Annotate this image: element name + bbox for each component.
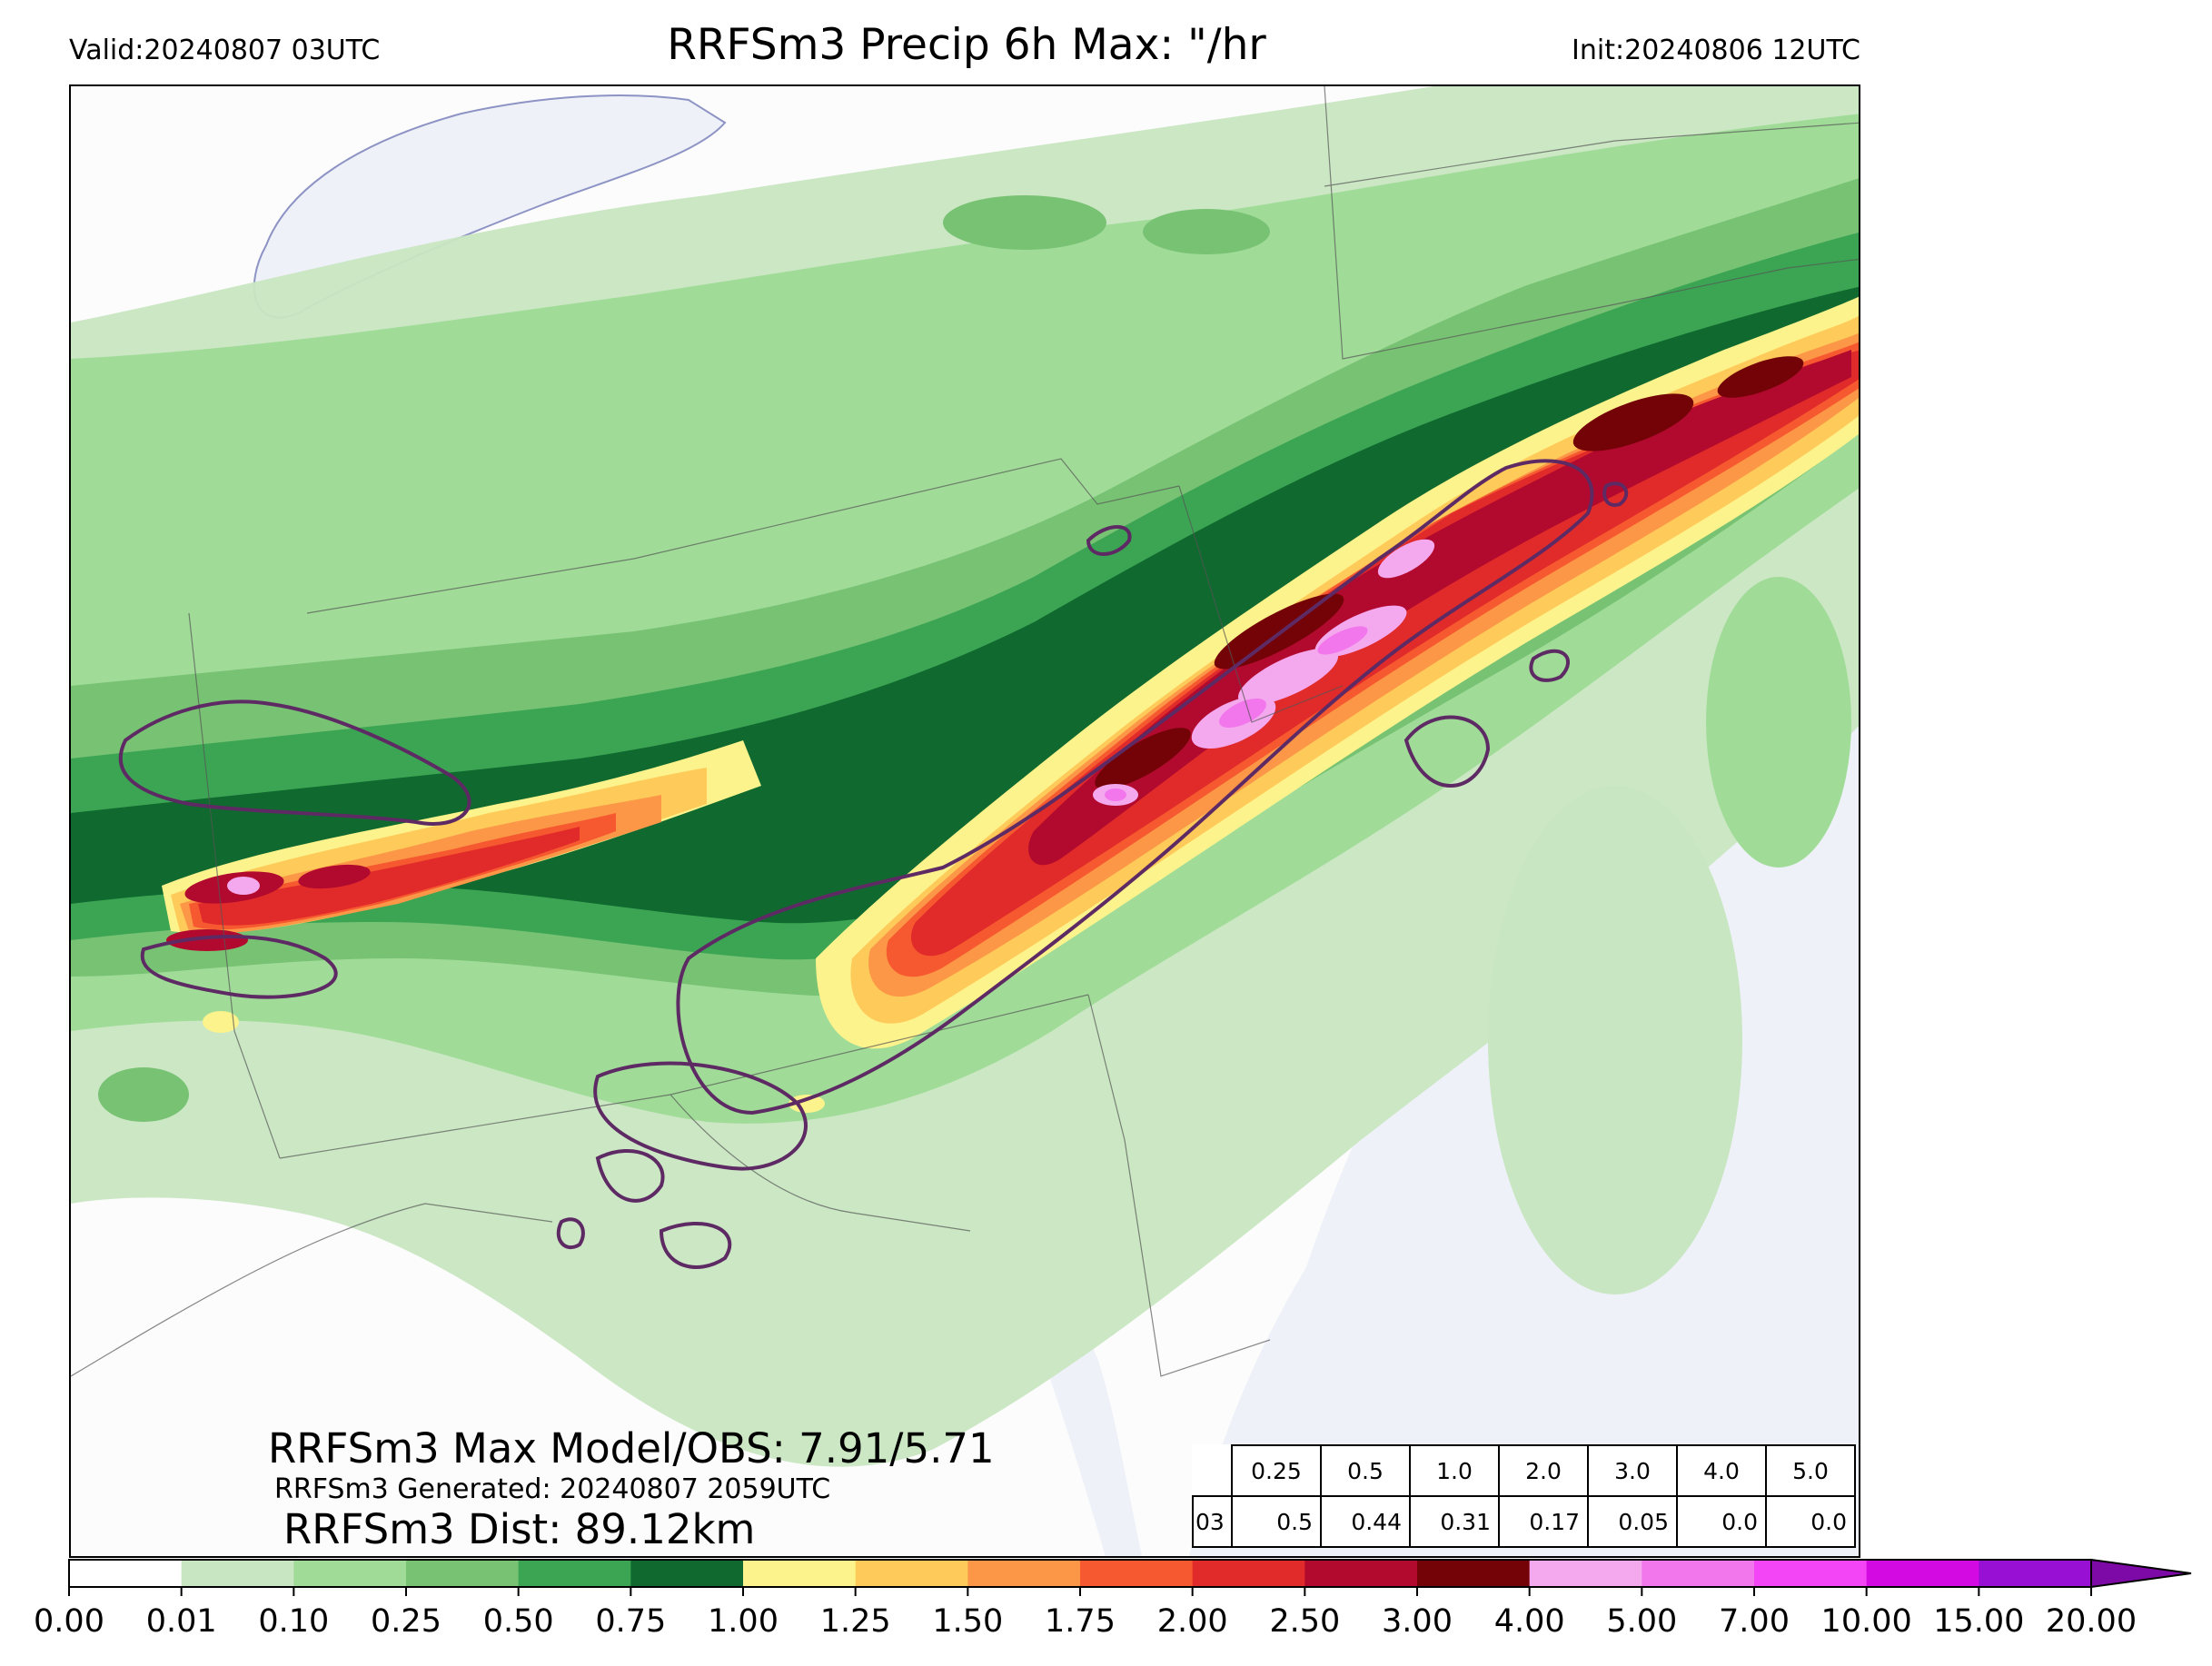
state-boundaries: [71, 86, 1859, 1377]
colorbar-bin: [1979, 1560, 2092, 1587]
colorbar-bin: [1866, 1560, 1979, 1587]
observed-contours: [118, 459, 1629, 1269]
colorbar-extend-arrow: [2090, 1558, 2192, 1589]
colorbar-tick-label: 0.10: [258, 1603, 330, 1640]
colorbar: [68, 1558, 2192, 1596]
obs-contour-south-1: [593, 1061, 808, 1171]
threshold-value-cell: 0.17: [1498, 1495, 1589, 1548]
colorbar-bin: [1529, 1560, 1642, 1587]
colorbar-tick-label: 10.00: [1820, 1603, 1912, 1640]
colorbar-tick-label: 20.00: [2045, 1603, 2138, 1640]
colorbar-bin: [1417, 1560, 1531, 1587]
pa-west-boundary: [188, 612, 281, 1159]
colorbar-tick-label: 1.50: [932, 1603, 1004, 1640]
threshold-row-label: 03: [1192, 1495, 1233, 1548]
threshold-value-cell: 0.44: [1320, 1495, 1411, 1548]
colorbar-bin: [1080, 1560, 1194, 1587]
colorbar-bin: [1192, 1560, 1305, 1587]
obs-contour-east-2: [1529, 649, 1570, 682]
obs-contour-west-lower: [140, 935, 338, 999]
colorbar-bin: [518, 1560, 631, 1587]
colorbar-bin: [69, 1560, 183, 1587]
threshold-value-cell: 0.0: [1676, 1495, 1767, 1548]
threshold-header-cell: 4.0: [1676, 1444, 1767, 1497]
colorbar-tick-label: 4.00: [1493, 1603, 1565, 1640]
threshold-header-cell: 3.0: [1587, 1444, 1678, 1497]
precip-3.00: [1095, 356, 1804, 789]
threshold-header-row: 0.25 0.5 1.0 2.0 3.0 4.0 5.0: [1193, 1444, 1856, 1497]
colorbar-tick-label: 0.00: [34, 1603, 104, 1640]
new-england-boundary: [1324, 86, 1859, 360]
colorbar-bin: [743, 1560, 857, 1587]
colorbar-tick-label: 7.00: [1719, 1603, 1790, 1640]
obs-contour-south-3: [659, 1222, 732, 1269]
colorbar-bin: [1754, 1560, 1868, 1587]
precip-5.00: [1105, 626, 1368, 801]
colorbar-bin: [967, 1560, 1081, 1587]
colorbar-tick-label: 0.50: [482, 1603, 554, 1640]
threshold-value-cell: 0.31: [1409, 1495, 1500, 1548]
distance-label: RRFSm3 Dist: 89.12km: [283, 1505, 756, 1553]
colorbar-tick-label: 1.75: [1045, 1603, 1116, 1640]
colorbar-bin: [293, 1560, 407, 1587]
generated-time-label: RRFSm3 Generated: 20240807 2059UTC: [274, 1473, 831, 1505]
colorbar-bin: [181, 1560, 294, 1587]
colorbar-tick-label: 5.00: [1606, 1603, 1678, 1640]
colorbar-bin: [1642, 1560, 1755, 1587]
colorbar-tick-label: 1.25: [819, 1603, 891, 1640]
threshold-value-cell: 0.0: [1765, 1495, 1856, 1548]
obs-contour-south-2: [595, 1149, 665, 1203]
colorbar-tick-label: 0.01: [145, 1603, 217, 1640]
threshold-table: 0.25 0.5 1.0 2.0 3.0 4.0 5.0 03 0.5 0.44…: [1192, 1444, 1856, 1548]
obs-contour-south-4: [556, 1217, 585, 1250]
threshold-header-cell: 0.5: [1320, 1444, 1411, 1497]
obs-contour-west: [118, 699, 471, 826]
figure-title: RRFSm3 Precip 6h Max: "/hr: [667, 20, 1266, 70]
ny-nj-boundary: [1178, 485, 1344, 723]
precip-map: [69, 84, 1860, 1558]
colorbar-tick-label: 0.75: [595, 1603, 667, 1640]
colorbar-tick-label: 2.00: [1156, 1603, 1228, 1640]
colorbar-bin: [406, 1560, 520, 1587]
colorbar-bin: [855, 1560, 968, 1587]
valid-time-label: Valid:20240807 03UTC: [69, 35, 381, 66]
vt-nh-boundary: [1324, 122, 1859, 187]
obs-contour-east-3: [1602, 481, 1629, 507]
threshold-value-row: 03 0.5 0.44 0.31 0.17 0.05 0.0 0.0: [1192, 1495, 1856, 1548]
de-boundary: [1087, 994, 1271, 1377]
threshold-header-cell: 1.0: [1409, 1444, 1500, 1497]
threshold-value-cell: 0.05: [1587, 1495, 1678, 1548]
colorbar-tick-label: 2.50: [1269, 1603, 1341, 1640]
md-wv-boundary: [670, 1094, 971, 1232]
precip-0.75: [71, 286, 1859, 924]
threshold-header-cell: 5.0: [1765, 1444, 1856, 1497]
colorbar-tick-label: 1.00: [708, 1603, 779, 1640]
table-corner: [1193, 1445, 1232, 1496]
colorbar-tick-label: 15.00: [1933, 1603, 2025, 1640]
init-time-label: Init:20240806 12UTC: [1572, 35, 1860, 66]
colorbar-bin: [630, 1560, 744, 1587]
obs-contour-main: [676, 459, 1594, 1116]
colorbar-tick-label: 0.25: [371, 1603, 441, 1640]
obs-contour-east-1: [1404, 715, 1491, 788]
pa-north-boundary: [306, 458, 1180, 614]
map-canvas: [71, 86, 1859, 1556]
threshold-value-cell: 0.5: [1231, 1495, 1322, 1548]
obs-contour-north: [1086, 525, 1132, 556]
va-boundary: [71, 1203, 553, 1377]
threshold-header-cell: 0.25: [1231, 1444, 1322, 1497]
colorbar-tick-label: 3.00: [1382, 1603, 1453, 1640]
colorbar-bin: [1304, 1560, 1418, 1587]
max-model-obs-label: RRFSm3 Max Model/OBS: 7.91/5.71: [268, 1424, 995, 1473]
threshold-header-cell: 2.0: [1498, 1444, 1589, 1497]
